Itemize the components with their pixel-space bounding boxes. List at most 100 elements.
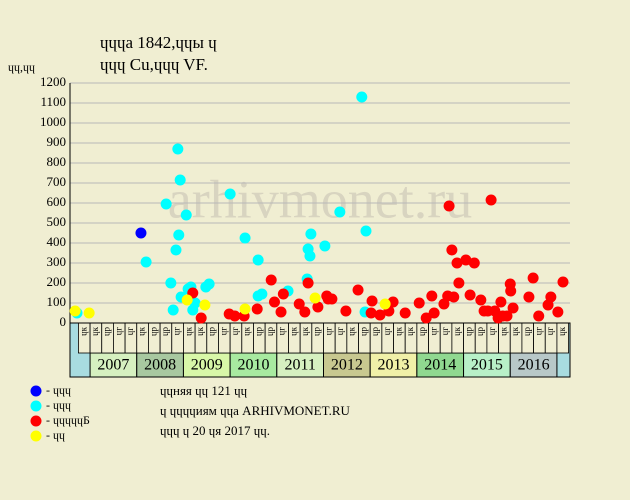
point xyxy=(468,257,480,269)
cell-label: ɥр xyxy=(312,327,322,337)
year-label: 2007 xyxy=(97,357,129,374)
point xyxy=(352,284,364,296)
point xyxy=(252,254,264,266)
year-band xyxy=(369,352,418,378)
point xyxy=(302,277,314,289)
point xyxy=(552,306,564,318)
point xyxy=(172,143,184,155)
point xyxy=(545,291,557,303)
cell-label: ɥр xyxy=(417,327,427,337)
cell-label: ɥк xyxy=(452,326,462,336)
point xyxy=(180,209,192,221)
point xyxy=(239,232,251,244)
cell-label: ɥр xyxy=(160,327,170,337)
cell-label: ɥр xyxy=(102,327,112,337)
chart-subtitle: ɥɥɥ Cu,ɥɥɥ VF. xyxy=(100,55,208,74)
y-axis-label: ɥɥ,ɥɥ xyxy=(8,60,35,74)
point xyxy=(293,298,305,310)
point xyxy=(464,289,476,301)
point xyxy=(379,298,391,310)
point xyxy=(83,307,95,319)
note: ɥ ɥɥɥɥиям ɥɥа ARHIVMONET.RU xyxy=(160,403,351,418)
y-tick-label: 900 xyxy=(47,134,67,149)
point xyxy=(239,303,251,315)
cell-label: ɥг xyxy=(277,327,287,336)
point xyxy=(533,310,545,322)
y-tick-label: 200 xyxy=(47,274,67,289)
cell-label: ɥр xyxy=(265,327,275,337)
cell-label: ɥг xyxy=(533,327,543,336)
cell-label: ɥг xyxy=(428,327,438,336)
point xyxy=(475,294,487,306)
cell-label: ɥк xyxy=(405,326,415,336)
y-tick-label: 300 xyxy=(47,254,67,269)
point xyxy=(135,227,147,239)
point xyxy=(443,200,455,212)
cell-label: ɥк xyxy=(347,326,357,336)
point xyxy=(224,188,236,200)
y-tick-label: 700 xyxy=(47,174,67,189)
y-tick-label: 800 xyxy=(47,154,67,169)
year-label: 2016 xyxy=(518,357,550,374)
point xyxy=(413,297,425,309)
y-tick-label: 100 xyxy=(47,294,67,309)
cell-label: ɥг xyxy=(125,327,135,336)
y-tick-label: 1000 xyxy=(40,114,66,129)
point xyxy=(340,305,352,317)
point xyxy=(557,276,569,288)
cell-label: ɥг xyxy=(545,327,555,336)
point xyxy=(174,174,186,186)
year-label: 2012 xyxy=(331,357,363,374)
year-band xyxy=(323,352,371,378)
year-label: 2011 xyxy=(284,357,315,374)
point xyxy=(428,307,440,319)
cell-label: ɥк xyxy=(195,326,205,336)
point xyxy=(181,294,193,306)
legend-label: - ɥɥɥ xyxy=(46,383,71,397)
year-label: 2010 xyxy=(237,357,269,374)
point xyxy=(165,277,177,289)
point xyxy=(334,206,346,218)
point xyxy=(420,312,432,324)
point xyxy=(374,309,386,321)
point xyxy=(275,306,287,318)
legend-marker xyxy=(30,385,42,397)
point xyxy=(523,291,535,303)
year-label: 2009 xyxy=(191,357,223,374)
cell-label: ɥг xyxy=(382,327,392,336)
cell-label: ɥк xyxy=(510,326,520,336)
y-tick-label: 1100 xyxy=(40,94,66,109)
point xyxy=(195,312,207,324)
point xyxy=(140,256,152,268)
cell-label: ɥг xyxy=(440,327,450,336)
point xyxy=(251,303,263,315)
point xyxy=(507,302,519,314)
cell-label: ɥр xyxy=(358,327,368,337)
year-band xyxy=(276,352,325,378)
point xyxy=(360,225,372,237)
legend-label: - ɥɥɥɥɥБ xyxy=(46,413,90,427)
point xyxy=(399,307,411,319)
cell-label: ɥг xyxy=(230,327,240,336)
watermark: arhivmonet.ru xyxy=(168,169,472,229)
note: ɥɥɥ ɥ 20 ɥя 2017 ɥɥ. xyxy=(160,423,270,438)
cell-label: ɥг xyxy=(323,327,333,336)
cell-label: ɥк xyxy=(78,326,88,336)
cell-label: ɥк xyxy=(393,326,403,336)
year-band xyxy=(463,352,511,378)
cell-label: ɥг xyxy=(172,327,182,336)
cell-label: ɥк xyxy=(498,326,508,336)
legend-marker xyxy=(30,415,42,427)
cell-label: ɥр xyxy=(207,327,217,337)
point xyxy=(268,296,280,308)
point xyxy=(527,272,539,284)
chart-title: ɥɥɥа 1842,ɥɥы ɥ xyxy=(100,33,217,52)
cell-label: ɥк xyxy=(137,326,147,336)
point xyxy=(309,292,321,304)
cell-label: ɥг xyxy=(113,327,123,336)
point xyxy=(366,295,378,307)
point xyxy=(501,310,513,322)
y-tick-label: 400 xyxy=(47,234,67,249)
cell-label: ɥг xyxy=(335,327,345,336)
